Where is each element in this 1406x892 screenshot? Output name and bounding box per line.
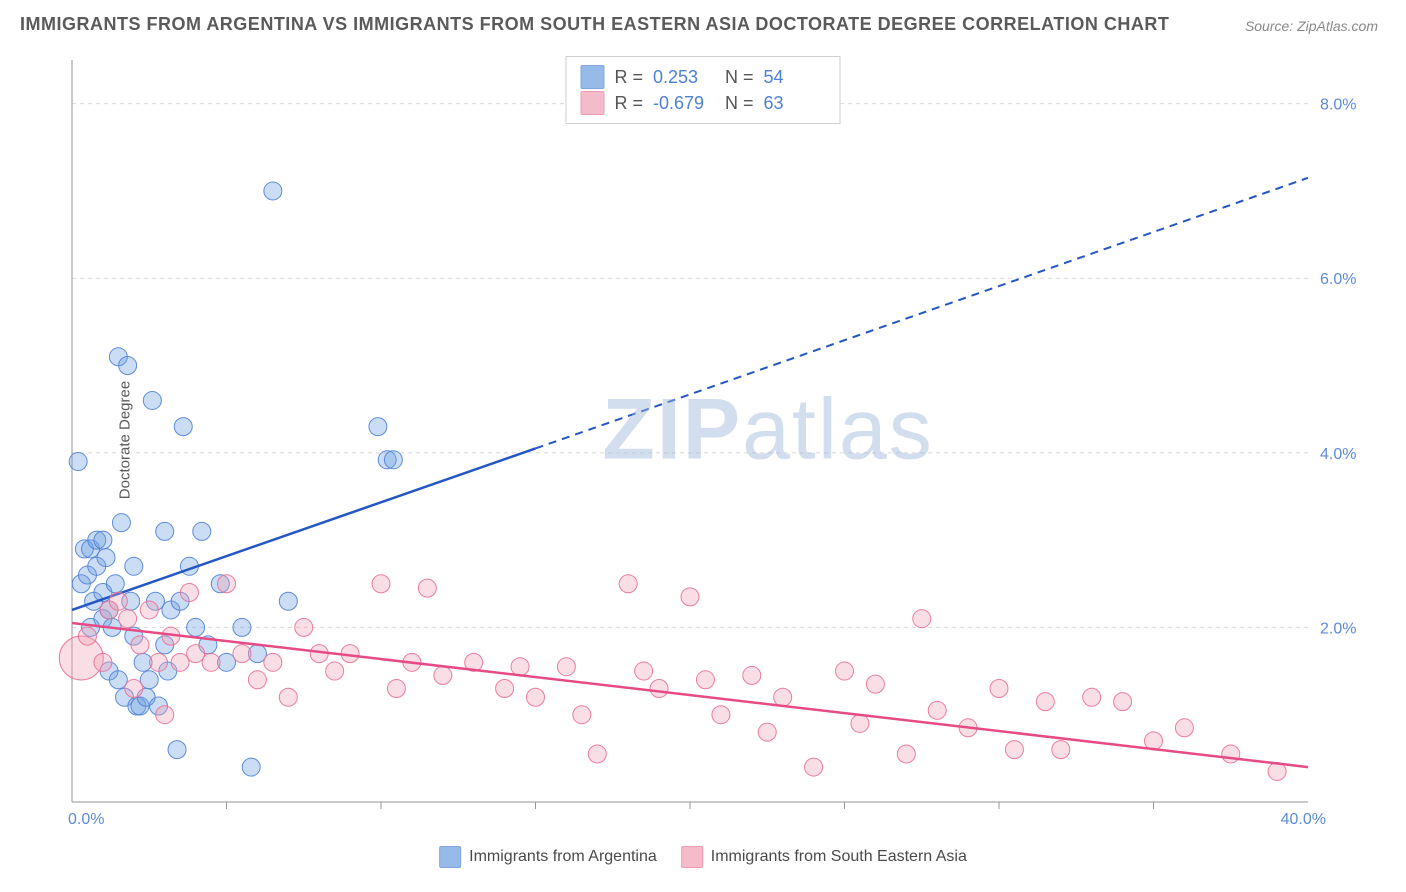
n-value: 63 bbox=[764, 93, 826, 114]
swatch-icon bbox=[439, 846, 461, 868]
r-value: 0.253 bbox=[653, 67, 715, 88]
swatch-icon bbox=[580, 91, 604, 115]
n-label: N = bbox=[725, 67, 754, 88]
legend-item-argentina: Immigrants from Argentina bbox=[439, 846, 657, 868]
chart-title: IMMIGRANTS FROM ARGENTINA VS IMMIGRANTS … bbox=[20, 14, 1169, 35]
r-label: R = bbox=[614, 67, 643, 88]
series-legend: Immigrants from Argentina Immigrants fro… bbox=[439, 846, 967, 868]
n-label: N = bbox=[725, 93, 754, 114]
source-attribution: Source: ZipAtlas.com bbox=[1245, 18, 1378, 34]
y-axis-label: Doctorate Degree bbox=[117, 381, 134, 499]
legend-label: Immigrants from Argentina bbox=[469, 848, 657, 866]
svg-text:40.0%: 40.0% bbox=[1281, 811, 1326, 828]
svg-text:0.0%: 0.0% bbox=[68, 811, 104, 828]
svg-text:8.0%: 8.0% bbox=[1320, 97, 1356, 114]
r-value: -0.679 bbox=[653, 93, 715, 114]
swatch-icon bbox=[681, 846, 703, 868]
legend-row-argentina: R = 0.253 N = 54 bbox=[580, 65, 825, 89]
legend-label: Immigrants from South Eastern Asia bbox=[711, 848, 967, 866]
legend-item-seasia: Immigrants from South Eastern Asia bbox=[681, 846, 967, 868]
svg-text:6.0%: 6.0% bbox=[1320, 271, 1356, 288]
correlation-legend: R = 0.253 N = 54 R = -0.679 N = 63 bbox=[565, 56, 840, 124]
legend-row-seasia: R = -0.679 N = 63 bbox=[580, 91, 825, 115]
r-label: R = bbox=[614, 93, 643, 114]
chart-area: Doctorate Degree 2.0% 4.0% 6.0% 8.0% 0.0% 40.… bbox=[52, 50, 1378, 830]
swatch-icon bbox=[580, 65, 604, 89]
svg-text:4.0%: 4.0% bbox=[1320, 446, 1356, 463]
n-value: 54 bbox=[764, 67, 826, 88]
svg-text:2.0%: 2.0% bbox=[1320, 620, 1356, 637]
scatter-chart: 2.0% 4.0% 6.0% 8.0% 0.0% 40.0% bbox=[52, 50, 1378, 830]
